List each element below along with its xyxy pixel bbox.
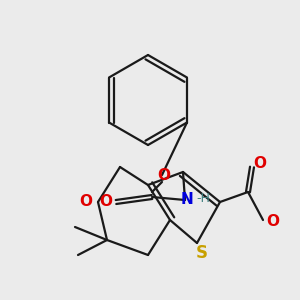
Text: N: N [181,191,194,206]
Text: O: O [158,169,170,184]
Text: O: O [80,194,92,208]
Text: O: O [254,155,266,170]
Text: -H: -H [196,193,210,206]
Text: O: O [266,214,280,230]
Text: O: O [100,194,112,208]
Text: S: S [196,244,208,262]
